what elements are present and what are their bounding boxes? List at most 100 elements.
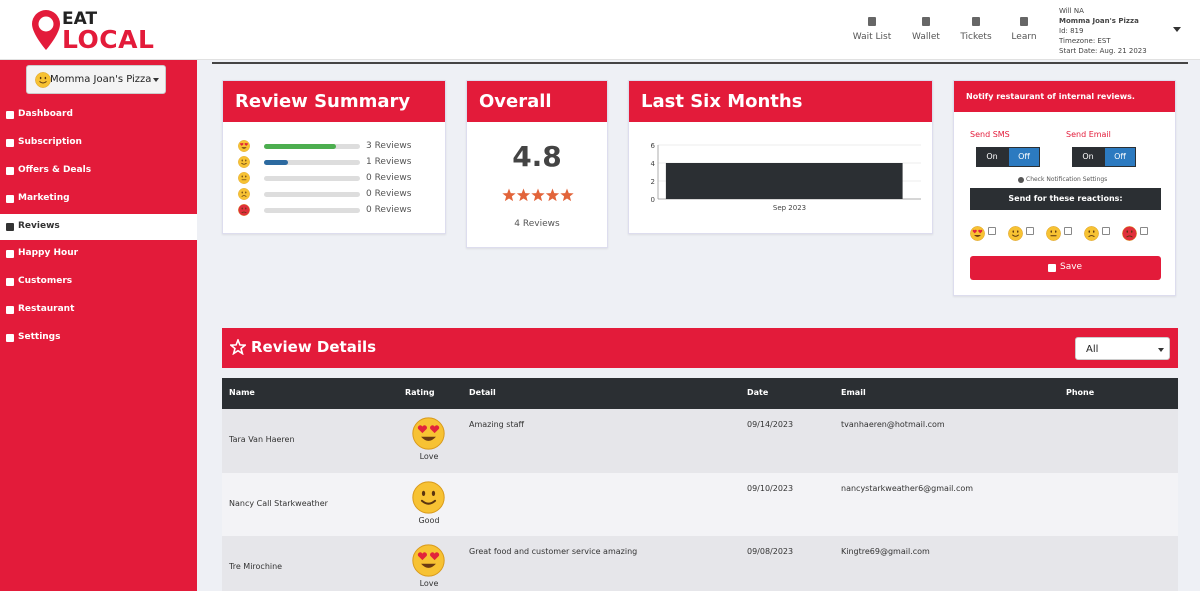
user-info: Id: 819 [1059,27,1084,35]
emoji [1084,226,1099,241]
settings-link[interactable]: Check Notification Settings [1026,176,1108,183]
progress-track [264,160,360,165]
emoji-heart [417,552,427,561]
menu-icon [6,250,14,258]
emoji-eye [245,175,247,178]
table-row: Nancy Call Starkweather Good 09/10/2023 nan… [222,472,1178,537]
user-menu-caret[interactable] [1173,27,1181,32]
card-title: Notify restaurant of internal reviews. [966,91,1135,101]
emoji-face [412,480,445,514]
checkbox[interactable] [1102,227,1110,235]
emoji-mouth [241,147,247,149]
checkbox[interactable] [1140,227,1148,235]
emoji [1122,226,1137,241]
star [531,188,545,202]
user-info: Momma Joan's Pizza [1059,17,1139,25]
save-button[interactable]: Save [970,256,1161,280]
emoji-face [238,140,250,152]
emoji-eye [1093,230,1095,233]
progress-track [264,176,360,181]
card-header [223,81,445,122]
logo-pin [32,10,60,50]
menu-item[interactable]: Marketing [18,193,70,203]
cell-date: 09/14/2023 [747,420,794,429]
emoji-eye [1131,230,1133,233]
nav-link[interactable]: Tickets [960,32,992,42]
menu-item[interactable]: Dashboard [18,109,73,119]
nav-icon [1020,17,1028,26]
toggle-off[interactable]: Off [1104,147,1136,167]
emoji-heart [430,552,440,561]
menu-item[interactable]: Restaurant [18,304,75,314]
toggle-on[interactable]: On [1072,147,1104,167]
cell-email[interactable]: nancystarkweather6@gmail.com [841,483,974,493]
menu-icon [6,167,14,175]
emoji-eye [245,191,247,194]
emoji [1008,226,1023,241]
emoji-eye [1012,230,1014,233]
menu-item[interactable]: Offers & Deals [18,165,92,175]
card-title: Last Six Months [641,90,803,112]
details-title: Review Details [251,338,377,356]
restaurant-select[interactable]: Momma Joan's Pizza [26,65,166,94]
emoji-eye [1088,230,1090,233]
progress-track [264,192,360,197]
emoji-mouth [420,499,437,505]
card-title: Overall [479,90,552,112]
reactions-header: Send for these reactions: [970,188,1161,210]
menu-item[interactable]: Happy Hour [18,248,79,258]
y-tick-label: 2 [651,178,655,186]
sidebar [0,60,197,591]
card: Last Six Months 0 2 4 6 Sep 2023 [628,80,933,234]
card-title: Review Summary [235,90,411,112]
checkbox[interactable] [1064,227,1072,235]
cell-email[interactable]: Kingtre69@gmail.com [841,547,930,556]
nav-icon [868,17,876,26]
pin-hole [38,16,54,32]
emoji [35,72,51,88]
nav-link[interactable]: Wallet [912,32,940,42]
bar [665,163,903,199]
emoji-face [238,172,250,184]
menu-item[interactable]: Settings [18,332,61,342]
emoji-heart [972,229,977,234]
caret [153,78,159,82]
caret [1158,348,1164,352]
checkbox[interactable] [1026,227,1034,235]
checkbox[interactable] [988,227,996,235]
progress-bar [264,144,336,149]
emoji-heart [978,229,983,234]
cell-date: 09/10/2023 [747,483,794,493]
emoji [1046,226,1061,241]
cell-rating: Love [419,452,439,461]
emoji-mouth [974,235,981,237]
emoji-heart [417,425,427,434]
menu-item[interactable]: Customers [18,276,73,286]
toggle-off[interactable]: Off [1008,147,1040,167]
user-info: Will NA [1059,7,1084,15]
filter-text: All [1086,344,1099,355]
emoji-face [1122,226,1137,241]
gear-icon [1018,177,1024,183]
cell-name: Tara Van Haeren [229,435,295,444]
nav-link[interactable]: Learn [1011,32,1037,42]
filter-select[interactable]: All [1075,337,1170,360]
emoji-eye [245,159,247,162]
menu-item[interactable]: Reviews [18,221,60,231]
toggle-on[interactable]: On [976,147,1008,167]
nav-link[interactable]: Wait List [852,32,892,42]
emoji-heart [430,425,440,434]
cell-email[interactable]: tvanhaeren@hotmail.com [841,420,945,429]
table-row: Tara Van Haeren Love Amazing staff 09/14/20… [222,409,1178,473]
emoji-mouth [1126,235,1133,238]
nav-icon [972,17,980,26]
menu-item[interactable]: Subscription [18,137,82,147]
toggle-text: Off [1114,152,1126,161]
column-header: Detail [469,388,496,397]
emoji-eye [245,207,247,210]
top-bar [0,0,1200,60]
emoji-mouth [241,162,247,165]
star [230,339,246,355]
review-count: 3 Reviews [366,141,412,151]
